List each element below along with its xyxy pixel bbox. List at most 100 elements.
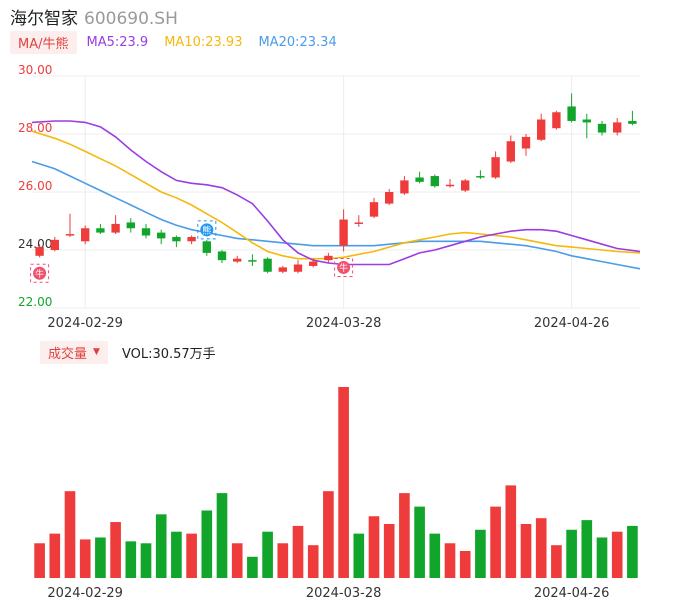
candle — [521, 134, 531, 156]
candle-body — [628, 120, 637, 124]
candle — [613, 118, 622, 136]
volume-bar — [581, 520, 593, 578]
candle — [369, 197, 379, 219]
volume-bar — [64, 491, 76, 578]
volume-bar — [459, 550, 471, 578]
volume-bar — [247, 556, 258, 578]
moving-average-lines — [31, 120, 641, 270]
y-tick-label: 26.00 — [18, 179, 52, 193]
x-tick-label: 2024-03-28 — [306, 586, 382, 601]
y-tick-label: 28.00 — [18, 121, 52, 135]
candle-body — [521, 136, 531, 149]
candle — [339, 209, 348, 252]
y-tick-label: 24.00 — [18, 237, 52, 251]
candle — [35, 244, 44, 258]
candle — [96, 223, 105, 235]
candle — [597, 120, 607, 136]
ma-legend: MA/牛熊 MA5:23.9 MA10:23.93 MA20:23.34 — [10, 30, 353, 54]
marker-frame — [197, 220, 217, 240]
volume-bar — [353, 533, 365, 578]
candle — [506, 135, 515, 163]
marker-dot — [200, 223, 214, 237]
candle — [50, 236, 59, 252]
candle-body — [309, 261, 318, 266]
stock-code: 600690.SH — [84, 9, 178, 29]
candle-body — [172, 236, 181, 242]
volume-indicator-selector[interactable]: 成交量 ▼ — [40, 340, 108, 364]
signal-marker-icon: 牛 — [30, 263, 50, 283]
candle — [157, 229, 166, 245]
candle-body — [506, 141, 515, 162]
marker-dot — [33, 266, 47, 280]
candle-body — [430, 176, 439, 187]
price-x-axis: 2024-02-29 2024-03-28 2024-04-26 — [47, 316, 609, 331]
candle — [354, 215, 363, 227]
marker-glyph: 牛 — [35, 268, 44, 280]
candle-body — [491, 157, 500, 178]
volume-bar — [535, 518, 547, 578]
volume-bar — [383, 523, 395, 578]
candle — [445, 178, 455, 188]
candle — [187, 235, 196, 245]
candle — [81, 225, 90, 245]
volume-bar — [110, 522, 121, 578]
candle — [415, 171, 424, 184]
candle-body — [202, 241, 211, 253]
volume-bar — [323, 491, 334, 578]
candle-body — [157, 232, 166, 239]
ma-indicator-selector[interactable]: MA/牛熊 — [10, 30, 77, 54]
candle — [233, 255, 242, 264]
marker-glyph: 熊 — [202, 224, 211, 236]
stock-header: 海尔智家 600690.SH — [10, 4, 178, 29]
ma20-legend: MA20:23.34 — [258, 34, 337, 50]
candle-body — [385, 192, 394, 204]
candle — [552, 110, 561, 130]
volume-bar — [79, 539, 91, 578]
candle-body — [582, 119, 591, 123]
candle-body — [293, 264, 303, 272]
candle — [111, 215, 120, 235]
candle-body — [400, 180, 409, 194]
volume-bar — [201, 510, 213, 578]
candle-body — [263, 258, 272, 272]
volume-bar — [490, 506, 501, 578]
caret-down-icon: ▼ — [93, 347, 100, 357]
x-tick-label: 2024-03-28 — [306, 316, 382, 331]
volume-bar — [155, 514, 167, 578]
candle-body — [278, 267, 287, 272]
candle — [141, 223, 151, 239]
candle — [491, 151, 500, 179]
candle — [430, 174, 439, 188]
signal-marker-icon: 熊 — [197, 220, 217, 240]
volume-bar — [566, 529, 577, 578]
candle-body — [415, 177, 424, 182]
volume-bar — [292, 525, 304, 578]
candle-body — [81, 228, 90, 242]
volume-value: VOL:30.57万手 — [121, 346, 216, 362]
candle — [400, 176, 409, 195]
ma5-legend: MA5:23.9 — [86, 34, 149, 50]
volume-bar — [596, 537, 608, 578]
candle-body — [567, 106, 576, 121]
y-tick-label: 22.00 — [18, 295, 52, 309]
candle — [278, 265, 287, 274]
stock-name: 海尔智家 — [10, 9, 78, 29]
volume-bar — [551, 545, 562, 578]
candle — [248, 254, 257, 266]
signal-marker-icon: 牛 — [334, 257, 354, 277]
candle-body — [445, 184, 455, 187]
volume-bar — [505, 485, 517, 578]
volume-bar — [611, 531, 623, 578]
volume-bar — [429, 533, 441, 578]
candle-body — [233, 258, 242, 262]
volume-bar — [171, 531, 182, 578]
candle — [263, 257, 272, 274]
candle — [309, 258, 318, 268]
candle-body — [126, 222, 135, 229]
volume-bar — [49, 533, 61, 578]
x-tick-label: 2024-04-26 — [534, 586, 610, 601]
volume-bar — [34, 543, 45, 578]
candle — [582, 113, 591, 139]
volume-bar — [95, 537, 106, 578]
